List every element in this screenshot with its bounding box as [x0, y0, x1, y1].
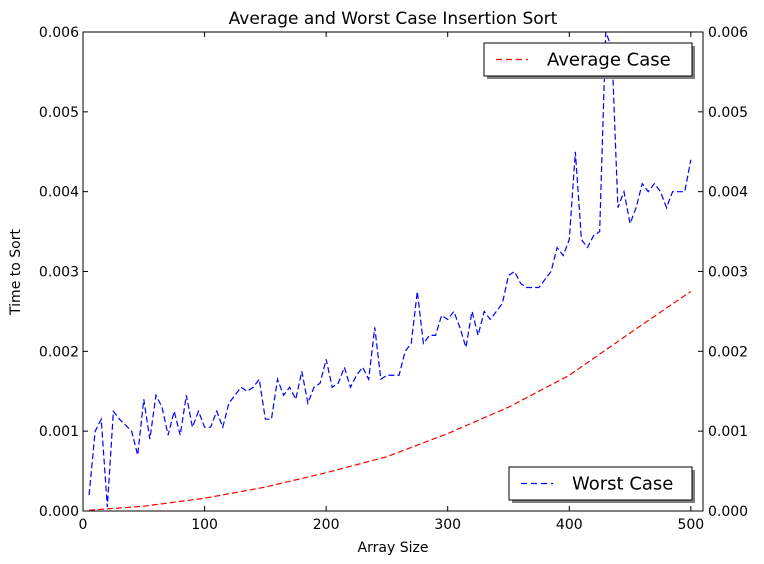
y-tick-label-right: 0.005 [708, 105, 748, 121]
y-tick-label-right: 0.006 [708, 25, 748, 41]
series-layer [88, 31, 692, 511]
x-tick-label: 300 [434, 517, 461, 533]
x-tick-label: 0 [79, 517, 88, 533]
y-tick-label-right: 0.003 [708, 265, 748, 281]
y-tick-label-left: 0.001 [39, 424, 79, 440]
legend-top-right: Average Case [483, 42, 695, 79]
y-tick-label-right: 0.000 [708, 504, 748, 520]
y-tick-label-left: 0.005 [39, 105, 79, 121]
legend-label: Average Case [547, 50, 671, 71]
y-tick-label-left: 0.002 [39, 344, 79, 360]
y-tick-label-right: 0.001 [708, 424, 748, 440]
y-tick-label-left: 0.000 [39, 504, 79, 520]
x-tick-label: 500 [677, 517, 704, 533]
legend-bottom-right: Worst Case [508, 466, 695, 503]
plot-frame [82, 31, 704, 512]
x-tick-label: 100 [191, 517, 218, 533]
series-line-worst-case [88, 31, 692, 508]
y-tick-label-right: 0.002 [708, 344, 748, 360]
legend-box [508, 466, 693, 501]
legend-label: Worst Case [572, 474, 673, 495]
x-axis-label: Array Size [358, 540, 429, 556]
y-tick-label-left: 0.006 [39, 25, 79, 41]
y-tick-label-left: 0.004 [39, 185, 79, 201]
y-tick-label-right: 0.004 [708, 185, 748, 201]
x-tick-label: 400 [556, 517, 583, 533]
legend-layer: Average Case Worst Case [483, 42, 695, 503]
series-line-average-case [89, 290, 692, 511]
y-tick-label-left: 0.003 [39, 265, 79, 281]
legend-box [483, 42, 693, 77]
chart-title: Average and Worst Case Insertion Sort [229, 9, 558, 29]
y-axis-label: Time to Sort [8, 229, 24, 316]
x-tick-label: 200 [313, 517, 340, 533]
